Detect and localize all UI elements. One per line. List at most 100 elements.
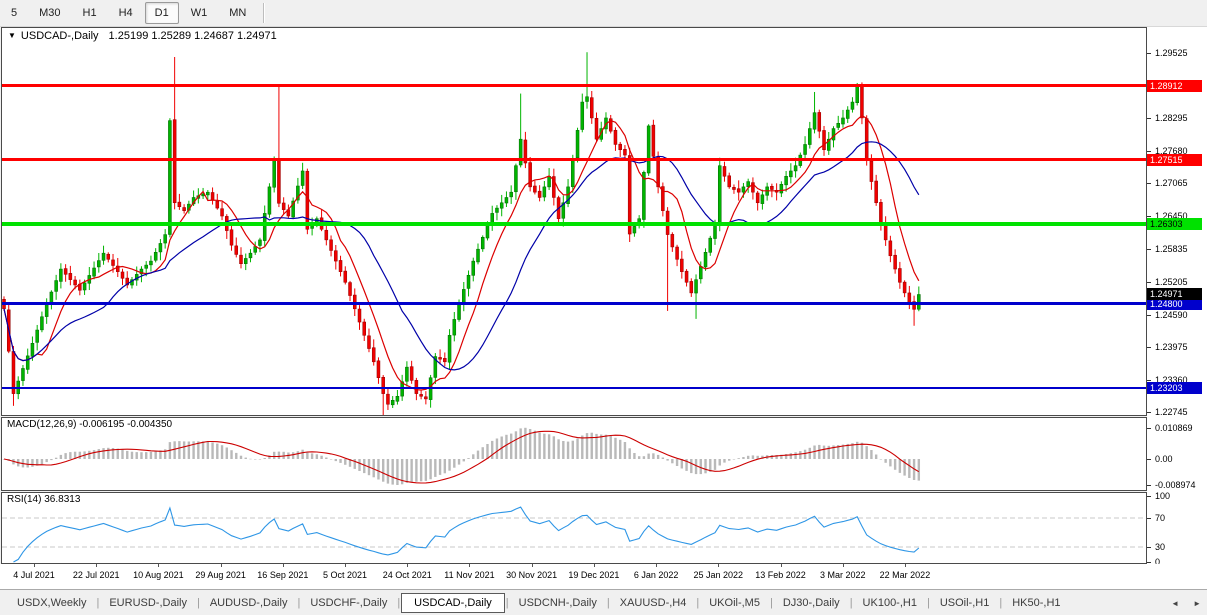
- price-tick-mark: [1147, 379, 1151, 381]
- chart-symbol-label: USDCAD-,Daily: [20, 30, 99, 42]
- timeframe-button-h4[interactable]: H4: [118, 7, 133, 19]
- tab-usdchf-daily[interactable]: USDCHF-,Daily: [310, 596, 388, 609]
- macd-label: MACD(12,26,9) -0.006195 -0.004350: [7, 419, 172, 430]
- date-tick-label: 3 Mar 2022: [819, 570, 866, 580]
- tabs-scroll-controls: ◄ ►: [1171, 590, 1201, 615]
- macd-tick-label: 0.010869: [1155, 422, 1193, 433]
- rsi-tick-label: 70: [1155, 513, 1166, 523]
- time-axis[interactable]: 4 Jul 2021 22 Jul 2021 10 Aug 2021 29 Aug 2…: [0, 564, 1207, 590]
- timeframe-button-5[interactable]: 5: [11, 7, 18, 19]
- rsi-tick-label: 100: [1155, 491, 1171, 502]
- hline-price-label: 1.23203: [1147, 382, 1202, 395]
- rsi-tick-label: 0: [1155, 557, 1161, 567]
- timeframe-button-mn[interactable]: MN: [229, 7, 247, 19]
- date-tick-label: 30 Nov 2021: [506, 570, 558, 580]
- tab-ukoil-m5[interactable]: UKOil-,M5: [709, 596, 760, 609]
- tab-usdx-weekly[interactable]: USDX,Weekly: [17, 596, 87, 609]
- date-tick-mark: [469, 564, 471, 567]
- rsi-panel[interactable]: RSI(14) 36.8313: [1, 492, 1147, 564]
- tab-dj30-daily[interactable]: DJ30-,Daily: [782, 596, 840, 609]
- tab-separator: |: [297, 596, 301, 609]
- tab-separator: |: [606, 596, 610, 609]
- tab-uk100-h1[interactable]: UK100-,H1: [862, 596, 917, 609]
- macd-panel[interactable]: MACD(12,26,9) -0.006195 -0.004350: [1, 417, 1147, 491]
- price-axis[interactable]: 1.29525 1.28295 1.27680 1.27065 1.26450 1.258…: [1147, 27, 1207, 567]
- date-tick-label: 19 Dec 2021: [568, 570, 620, 580]
- hline-price-label: 1.24800: [1147, 297, 1202, 310]
- date-tick-label: 5 Oct 2021: [323, 570, 368, 580]
- price-tick-label: 1.26450: [1155, 211, 1188, 222]
- macd-canvas[interactable]: [2, 418, 1146, 490]
- price-tick-label: 1.28295: [1155, 113, 1188, 124]
- tab-usdcad-daily[interactable]: USDCAD-,Daily: [401, 592, 505, 613]
- timeframe-button-h1[interactable]: H1: [82, 7, 97, 19]
- date-tick-label: 11 Nov 2021: [444, 570, 495, 580]
- macd-tick-mark: [1147, 427, 1151, 429]
- tab-xauusd-h4[interactable]: XAUUSD-,H4: [619, 596, 687, 609]
- chart-ohlc-values: 1.25199 1.25289 1.24687 1.24971: [108, 30, 277, 42]
- date-tick-mark: [531, 564, 533, 567]
- rsi-tick-mark: [1147, 547, 1151, 548]
- date-tick-label: 16 Sep 2021: [257, 570, 309, 580]
- price-tick-label: 1.25835: [1155, 243, 1188, 254]
- date-tick-label: 29 Aug 2021: [195, 570, 246, 580]
- rsi-tick-label: 30: [1155, 542, 1166, 552]
- current-price-label: 1.24971: [1147, 288, 1202, 301]
- date-tick-label: 4 Jul 2021: [13, 570, 55, 580]
- price-tick-label: 1.29525: [1155, 48, 1188, 58]
- price-chart-panel[interactable]: ▼ USDCAD-,Daily 1.25199 1.25289 1.24687 1.…: [1, 27, 1147, 416]
- date-tick-label: 22 Jul 2021: [72, 570, 120, 580]
- rsi-canvas[interactable]: [2, 493, 1146, 563]
- tabs-scroll-left-icon[interactable]: ◄: [1171, 598, 1180, 608]
- date-tick-mark: [407, 564, 409, 567]
- hline-price-label: 1.27515: [1147, 153, 1202, 166]
- tab-usdcnh-daily[interactable]: USDCNH-,Daily: [518, 596, 597, 609]
- tab-audusd-daily[interactable]: AUDUSD-,Daily: [209, 596, 288, 609]
- tab-usoil-h1[interactable]: USOil-,H1: [939, 596, 990, 609]
- tab-hk50-h1[interactable]: HK50-,H1: [1012, 596, 1061, 609]
- price-tick-mark: [1147, 216, 1151, 218]
- date-tick-mark: [656, 564, 658, 567]
- date-tick-label: 10 Aug 2021: [133, 570, 184, 580]
- tab-separator: |: [849, 596, 853, 609]
- date-tick-mark: [780, 564, 782, 567]
- date-tick-label: 13 Feb 2022: [755, 570, 806, 580]
- date-tick-mark: [282, 564, 284, 567]
- price-tick-mark: [1147, 183, 1151, 185]
- tab-separator: |: [196, 596, 200, 609]
- price-tick-mark: [1147, 314, 1151, 316]
- price-tick-mark: [1147, 282, 1151, 284]
- macd-tick-mark: [1147, 459, 1151, 460]
- timeframe-button-w1[interactable]: W1: [190, 7, 208, 19]
- price-tick-label: 1.23360: [1155, 374, 1188, 385]
- price-chart-canvas[interactable]: [2, 28, 1146, 415]
- price-tick-mark: [1147, 248, 1151, 250]
- timeframe-button-d1[interactable]: D1: [144, 2, 179, 24]
- macd-name: MACD(12,26,9): [7, 419, 77, 430]
- tab-eurusd-daily[interactable]: EURUSD-,Daily: [109, 596, 187, 609]
- tab-separator: |: [999, 596, 1003, 609]
- price-tick-label: 1.23975: [1155, 342, 1188, 353]
- tab-separator: |: [397, 596, 401, 609]
- date-tick-mark: [718, 564, 720, 567]
- timeframe-button-m30[interactable]: M30: [39, 7, 61, 19]
- price-tick-label: 1.27065: [1155, 178, 1188, 189]
- date-tick-mark: [593, 564, 595, 567]
- toolbar-separator: [263, 3, 266, 23]
- chart-title: ▼ USDCAD-,Daily 1.25199 1.25289 1.24687 1.…: [8, 30, 277, 42]
- price-tick-label: 1.24590: [1155, 309, 1188, 320]
- date-tick-mark: [220, 564, 222, 567]
- date-tick-mark: [96, 564, 98, 567]
- tabs-scroll-right-icon[interactable]: ►: [1193, 598, 1201, 608]
- date-tick-mark: [345, 564, 347, 567]
- chart-dropdown-icon[interactable]: ▼: [8, 31, 16, 40]
- price-tick-label: 1.22745: [1155, 407, 1188, 418]
- timeframe-toolbar: 5 M30 H1 H4 D1 W1 MN: [0, 0, 1207, 27]
- chart-tabs-bar: USDX,Weekly | EURUSD-,Daily | AUDUSD-,Daily |…: [0, 589, 1207, 615]
- price-tick-mark: [1147, 118, 1151, 120]
- rsi-name: RSI(14): [7, 494, 42, 505]
- price-tick-label: 1.25205: [1155, 277, 1188, 288]
- rsi-tick-mark: [1147, 562, 1151, 563]
- rsi-label: RSI(14) 36.8313: [7, 494, 80, 505]
